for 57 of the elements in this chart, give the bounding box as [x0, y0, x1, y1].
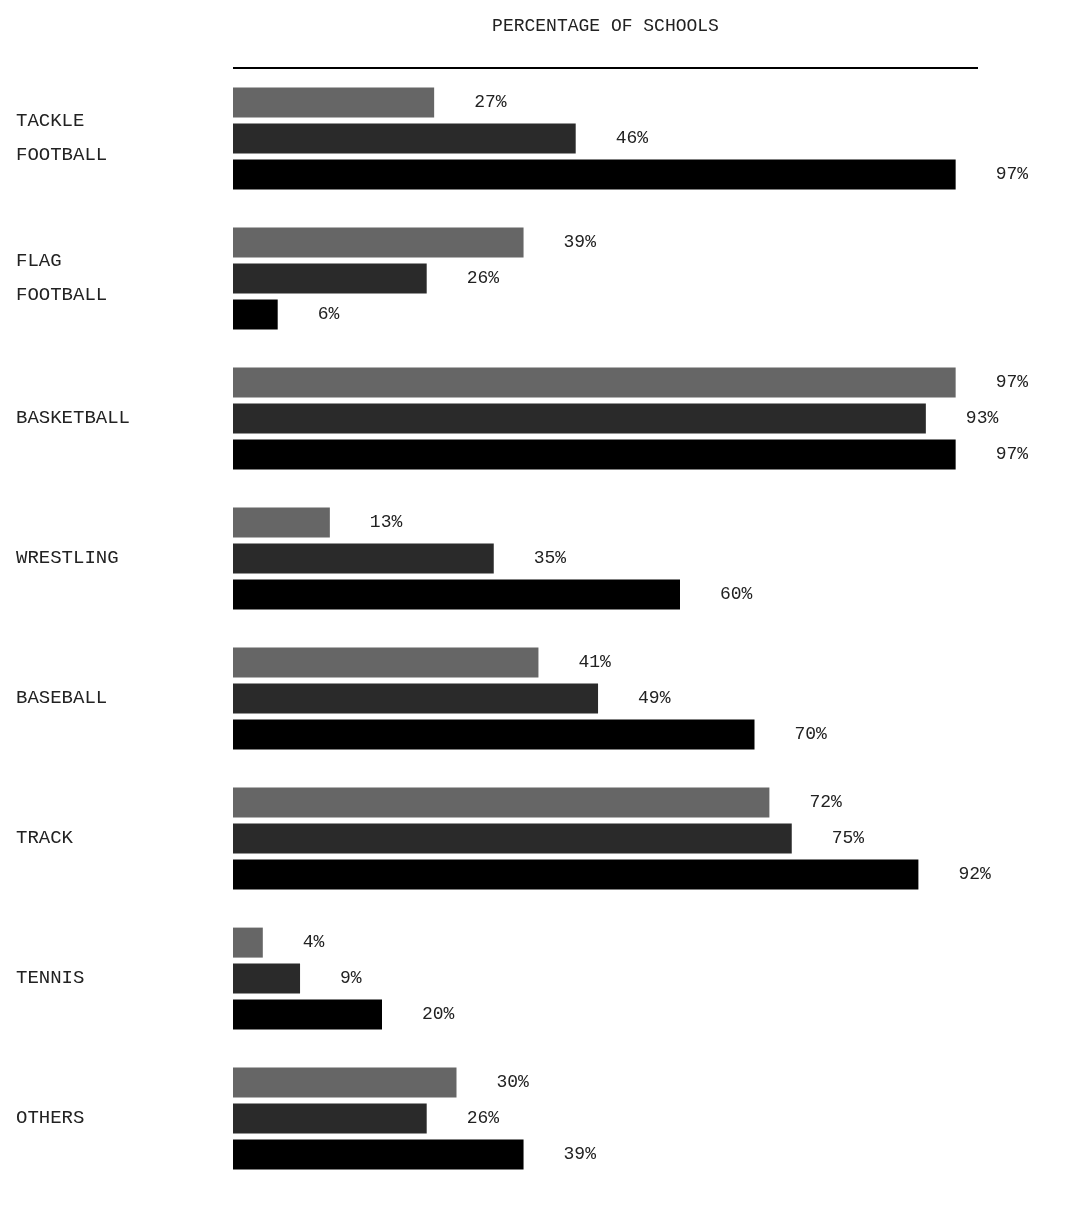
bar: [233, 87, 435, 118]
bar: [233, 403, 926, 434]
bar: [233, 1067, 457, 1098]
bar: [233, 227, 524, 258]
bar: [233, 1139, 524, 1170]
data-label: 60%: [720, 584, 753, 605]
bar: [233, 507, 330, 538]
y-tick-label: FLAG FOOTBALL: [16, 250, 108, 307]
bar: [233, 787, 770, 818]
data-label: 72%: [809, 792, 842, 813]
data-label: 46%: [615, 128, 649, 149]
bar: [233, 159, 956, 190]
bar: [233, 439, 956, 470]
data-label: 39%: [563, 232, 597, 253]
bar: [233, 543, 494, 574]
data-label: 92%: [958, 864, 991, 885]
y-tick-label: BASEBALL: [16, 687, 108, 710]
data-label: 4%: [302, 932, 325, 953]
data-label: 97%: [995, 444, 1029, 465]
data-label: 35%: [533, 548, 567, 569]
bar: [233, 927, 263, 958]
data-label: 75%: [831, 828, 865, 849]
data-label: 97%: [995, 164, 1029, 185]
y-tick-label: BASKETBALL: [16, 407, 131, 430]
y-tick-label: WRESTLING: [16, 547, 119, 570]
data-label: 39%: [563, 1144, 597, 1165]
y-tick-label: TENNIS: [16, 967, 85, 990]
data-label: 20%: [422, 1004, 455, 1025]
data-label: 13%: [369, 512, 403, 533]
bar: [233, 263, 427, 294]
data-label: 30%: [496, 1072, 530, 1093]
data-label: 97%: [995, 372, 1029, 393]
bar: [233, 859, 919, 890]
bar: [233, 823, 792, 854]
y-tick-label: TRACK: [16, 827, 74, 850]
bar: [233, 1103, 427, 1134]
x-axis-title: PERCENTAGE OF SCHOOLS: [492, 15, 719, 36]
data-label: 93%: [965, 408, 999, 429]
bar: [233, 719, 755, 750]
bar: [233, 999, 382, 1030]
data-label: 49%: [638, 688, 671, 709]
bar: [233, 647, 539, 678]
bar: [233, 367, 956, 398]
y-tick-label: TACKLE FOOTBALL: [16, 110, 108, 167]
data-label: 26%: [466, 1108, 500, 1129]
bar: [233, 683, 599, 714]
bar: [233, 299, 278, 330]
bar: [233, 579, 680, 610]
data-label: 9%: [340, 968, 362, 989]
data-label: 70%: [794, 724, 828, 745]
bar: [233, 123, 576, 154]
bar: [233, 963, 301, 994]
data-label: 6%: [317, 304, 340, 325]
data-label: 26%: [466, 268, 500, 289]
data-label: 41%: [578, 652, 612, 673]
data-label: 27%: [474, 92, 507, 113]
y-tick-label: OTHERS: [16, 1107, 85, 1130]
